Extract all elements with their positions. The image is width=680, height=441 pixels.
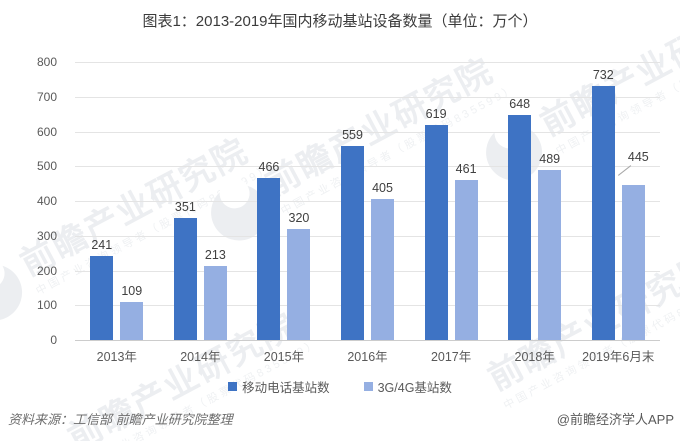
bar-series1: 351 bbox=[173, 200, 197, 340]
x-axis-label: 2018年 bbox=[514, 350, 555, 364]
data-source-text: 资料来源：工信部 前瞻产业研究院整理 bbox=[8, 412, 233, 427]
bar-value-label: 405 bbox=[372, 181, 393, 196]
bar-group: 732 445 bbox=[576, 62, 660, 340]
bar-series1: 619 bbox=[424, 107, 448, 340]
bar-value-label: 445 bbox=[627, 150, 649, 165]
bar-value-label: 320 bbox=[288, 210, 310, 225]
bar-value-label: 559 bbox=[342, 127, 363, 142]
bar-value-label: 466 bbox=[258, 160, 280, 175]
bar-value-label: 213 bbox=[204, 247, 226, 262]
gridline bbox=[75, 235, 660, 237]
bar-series2: 109 bbox=[120, 284, 144, 340]
bar-series1: 732 bbox=[591, 68, 615, 340]
bar-series2: 461 bbox=[454, 162, 478, 340]
gridline bbox=[75, 201, 660, 202]
plot-area: 241 109 351 213 466 320 559 405 619 461 648 489 732 4… bbox=[75, 62, 660, 341]
footer: 资料来源：工信部 前瞻产业研究院整理 @前瞻经济学人APP bbox=[8, 409, 674, 428]
bar-series1: 648 bbox=[508, 97, 532, 340]
y-axis-tick-label: 800 bbox=[36, 55, 57, 69]
legend-label: 3G/4G基站数 bbox=[377, 381, 452, 395]
bar-group: 241 109 bbox=[75, 62, 159, 340]
bar-series2: 320 bbox=[287, 211, 311, 340]
x-axis-label: 2014年 bbox=[180, 350, 221, 364]
legend-item-mobile-base-stations: 移动电话基站数 bbox=[228, 377, 330, 396]
y-axis-tick-label: 700 bbox=[36, 89, 57, 104]
gridline bbox=[75, 305, 660, 307]
y-axis-tick-label: 0 bbox=[50, 333, 57, 347]
bar-value-label: 351 bbox=[174, 200, 196, 215]
y-axis-tick-label: 400 bbox=[36, 194, 57, 208]
bar-value-label: 461 bbox=[455, 161, 477, 176]
bar-group: 648 489 bbox=[493, 62, 577, 340]
bar-value-label: 619 bbox=[425, 106, 447, 121]
gridline bbox=[75, 62, 660, 63]
y-axis-tick-label: 300 bbox=[36, 228, 57, 243]
bar-series1: 241 bbox=[90, 238, 114, 340]
bar-group: 619 461 bbox=[409, 62, 493, 340]
bar-value-label: 489 bbox=[539, 152, 561, 167]
x-axis-label: 2017年 bbox=[430, 350, 472, 364]
gridline bbox=[75, 166, 660, 168]
credit-text: @前瞻经济学人APP bbox=[556, 412, 674, 427]
bar-groups: 241 109 351 213 466 320 559 405 619 461 648 489 732 4… bbox=[75, 62, 660, 340]
legend-label: 移动电话基站数 bbox=[242, 381, 330, 395]
chart-title: 图表1：2013-2019年国内移动基站设备数量（单位：万个） bbox=[142, 13, 538, 30]
bar-series2: 213 bbox=[203, 248, 227, 340]
bar-group: 466 320 bbox=[242, 62, 326, 340]
x-axis-label: 2015年 bbox=[263, 350, 305, 364]
legend: 移动电话基站数 3G/4G基站数 bbox=[0, 377, 680, 396]
gridline bbox=[75, 270, 660, 272]
bar-group: 351 213 bbox=[159, 62, 243, 340]
bar-series2: 405 bbox=[371, 181, 395, 340]
y-axis-tick-label: 500 bbox=[36, 159, 57, 174]
legend-marker-icon bbox=[228, 382, 238, 391]
bar-value-label: 241 bbox=[91, 238, 113, 253]
y-axis-tick-label: 200 bbox=[36, 263, 57, 278]
gridline bbox=[75, 340, 660, 341]
y-axis-tick-label: 600 bbox=[36, 124, 57, 139]
bar-value-label: 109 bbox=[121, 284, 143, 299]
legend-marker-icon bbox=[363, 382, 373, 391]
bar-group: 559 405 bbox=[326, 62, 410, 340]
bar-value-label: 648 bbox=[509, 96, 531, 111]
x-axis-label: 2016年 bbox=[347, 350, 388, 364]
gridline bbox=[75, 96, 660, 98]
legend-item-3g4g-base-stations: 3G/4G基站数 bbox=[363, 377, 452, 396]
bar-value-label: 732 bbox=[592, 67, 614, 82]
y-axis: 0 100 200 300 400 500 600 700 800 bbox=[0, 55, 67, 347]
bar-series2: 489 bbox=[538, 152, 562, 340]
x-axis-label: 2019年6月末 bbox=[582, 350, 655, 364]
gridline bbox=[75, 131, 660, 133]
bar-series2: 445 bbox=[621, 150, 649, 340]
x-axis-label: 2013年 bbox=[96, 350, 137, 364]
x-axis: 2013年 2014年 2015年 2016年 2017年 2018年 2019年6月末 bbox=[75, 346, 660, 365]
bar-series1: 559 bbox=[341, 128, 365, 340]
bar-series1: 466 bbox=[257, 160, 281, 340]
y-axis-tick-label: 100 bbox=[36, 298, 57, 313]
